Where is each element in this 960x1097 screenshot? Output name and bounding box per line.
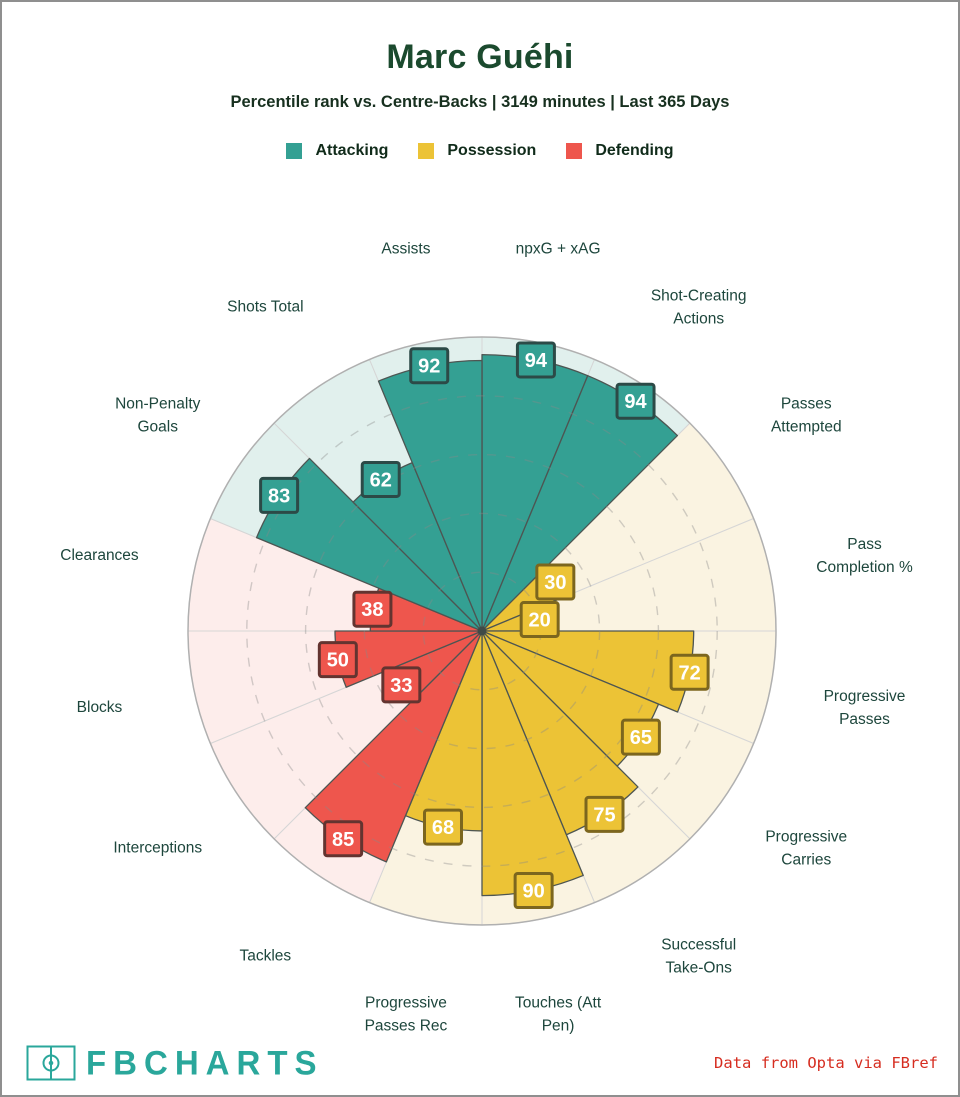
value-badge-progressive-passes xyxy=(669,653,710,691)
legend: Attacking Possession Defending xyxy=(2,142,958,160)
grid-circle-40 xyxy=(363,512,601,750)
legend-label: Defending xyxy=(595,142,674,159)
value-label-touches-att-pen: 90 xyxy=(522,881,544,903)
value-label-progressive-passes: 72 xyxy=(678,662,700,684)
axis-label-shot-creating-actions: Shot-Creating Actions xyxy=(651,288,747,328)
brand-logo: FBCHARTS xyxy=(26,1043,324,1082)
legend-item-possession: Possession xyxy=(418,142,536,160)
legend-item-defending: Defending xyxy=(566,142,674,160)
brand-name: FBCHARTS xyxy=(86,1043,324,1082)
axis-label-interceptions: Interceptions xyxy=(113,840,202,857)
axis-label-assists: Assists xyxy=(381,240,430,257)
axis-label-npxg-xag: npxG + xAG xyxy=(516,240,601,257)
attacking-swatch-icon xyxy=(286,143,303,159)
value-badge-pass-completion xyxy=(519,601,560,639)
value-badge-blocks xyxy=(317,641,358,679)
legend-label: Possession xyxy=(447,142,537,159)
value-label-shot-creating-actions: 94 xyxy=(624,391,647,413)
value-label-blocks: 50 xyxy=(327,650,349,672)
defending-swatch-icon xyxy=(566,143,583,159)
grid-circle-80 xyxy=(246,395,718,867)
value-badge-successful-take-ons xyxy=(584,795,625,833)
value-badge-assists xyxy=(409,347,450,385)
center-dot xyxy=(477,626,487,636)
footer: FBCHARTS Data from Opta via FBref xyxy=(2,1038,958,1088)
value-label-progressive-carries: 65 xyxy=(630,727,652,749)
value-badge-touches-att-pen xyxy=(513,872,554,910)
value-label-npxg-xag: 94 xyxy=(525,350,548,372)
axis-label-touches-att-pen: Touches (Att Pen) xyxy=(515,995,602,1035)
axis-label-tackles: Tackles xyxy=(239,947,291,964)
value-badge-non-penalty-goals xyxy=(259,476,300,514)
axis-label-progressive-passes: Progressive Passes xyxy=(824,688,906,728)
value-label-tackles: 85 xyxy=(332,829,354,851)
value-label-assists: 92 xyxy=(418,356,440,378)
axis-label-successful-take-ons: Successful Take-Ons xyxy=(661,936,736,976)
grid-circle-60 xyxy=(304,453,660,809)
value-label-pass-completion: 20 xyxy=(529,610,551,632)
value-badge-npxg-xag xyxy=(515,341,556,379)
value-label-shots-total: 62 xyxy=(370,469,392,491)
value-label-passes-attempted: 30 xyxy=(544,572,566,594)
value-badge-shot-creating-actions xyxy=(615,382,656,420)
value-label-non-penalty-goals: 83 xyxy=(268,485,290,507)
legend-item-attacking: Attacking xyxy=(286,142,388,160)
value-badge-shots-total xyxy=(360,460,401,498)
data-credit: Data from Opta via FBref xyxy=(714,1054,938,1072)
axis-label-progressive-carries: Progressive Carries xyxy=(765,829,847,869)
page-subtitle: Percentile rank vs. Centre-Backs | 3149 … xyxy=(230,93,730,111)
value-label-progressive-passes-rec: 68 xyxy=(432,817,454,839)
value-badge-progressive-carries xyxy=(620,718,661,756)
header: Marc Guéhi Percentile rank vs. Centre-Ba… xyxy=(2,2,958,160)
axis-label-non-penalty-goals: Non-Penalty Goals xyxy=(115,395,201,435)
football-pitch-icon xyxy=(26,1045,76,1081)
value-badge-clearances xyxy=(352,590,393,628)
outer-circle xyxy=(187,336,777,926)
axis-label-blocks: Blocks xyxy=(77,699,123,716)
possession-swatch-icon xyxy=(418,143,435,159)
page-title: Marc Guéhi xyxy=(386,38,574,76)
axis-label-progressive-passes-rec: Progressive Passes Rec xyxy=(365,995,448,1035)
value-badge-interceptions xyxy=(381,666,422,704)
axis-label-shots-total: Shots Total xyxy=(227,299,303,316)
value-label-successful-take-ons: 75 xyxy=(593,804,615,826)
legend-label: Attacking xyxy=(315,142,389,159)
value-badge-passes-attempted xyxy=(535,563,576,601)
value-label-clearances: 38 xyxy=(361,599,383,621)
axis-label-pass-completion: Pass Completion % xyxy=(816,536,913,576)
axis-label-passes-attempted: Passes Attempted xyxy=(771,395,842,435)
value-badge-tackles xyxy=(323,820,364,858)
value-badge-progressive-passes-rec xyxy=(422,808,463,846)
axis-label-clearances: Clearances xyxy=(60,547,139,564)
value-label-interceptions: 33 xyxy=(390,675,412,697)
